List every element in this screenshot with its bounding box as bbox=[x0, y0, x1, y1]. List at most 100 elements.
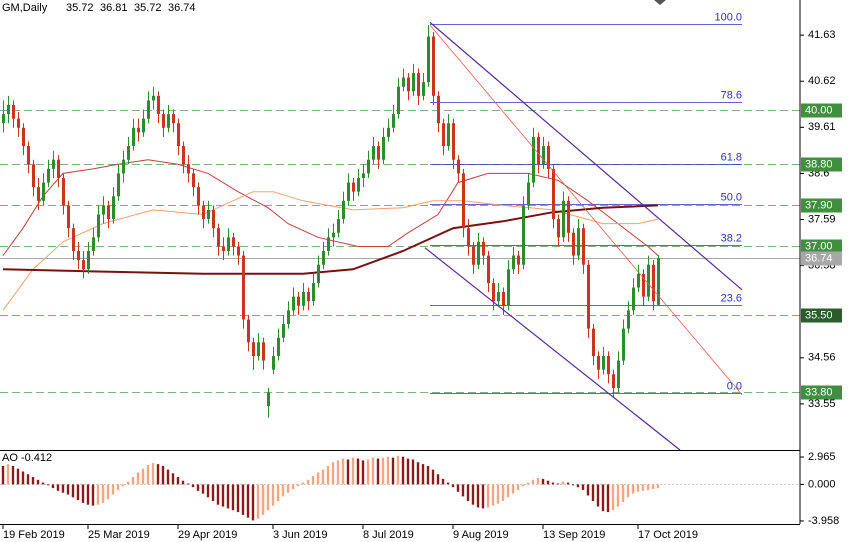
level-label-box bbox=[801, 385, 842, 400]
candle-body bbox=[2, 114, 5, 124]
candle-body bbox=[167, 114, 170, 128]
ao-bar bbox=[266, 484, 270, 511]
ao-bar bbox=[311, 476, 315, 485]
candle-body bbox=[427, 36, 430, 83]
x-tick-label: 3 Jun 2019 bbox=[273, 529, 327, 541]
ao-bar bbox=[116, 484, 120, 490]
candle-body bbox=[307, 292, 310, 302]
ao-bar bbox=[291, 484, 295, 490]
candle-body bbox=[32, 164, 35, 188]
ao-bar bbox=[486, 484, 490, 508]
candle-body bbox=[237, 246, 240, 256]
ao-bar bbox=[296, 484, 300, 487]
fib-label: 0.0 bbox=[727, 380, 742, 392]
candle-body bbox=[252, 342, 255, 356]
ao-bar bbox=[6, 464, 10, 485]
ao-bar bbox=[436, 474, 440, 485]
ao-bar bbox=[71, 484, 75, 498]
ao-bar bbox=[356, 458, 360, 485]
candle-body bbox=[527, 182, 530, 206]
ao-bar bbox=[136, 472, 140, 485]
ao-bar bbox=[46, 484, 50, 486]
y-tick-label: 41.63 bbox=[808, 29, 836, 41]
fib-label: 23.6 bbox=[721, 292, 742, 304]
candle-body bbox=[242, 255, 245, 320]
candle-body bbox=[372, 146, 375, 160]
candle-body bbox=[507, 269, 510, 306]
ao-bar bbox=[321, 469, 325, 485]
ao-bar bbox=[371, 457, 375, 485]
candle-body bbox=[657, 258, 660, 305]
ao-bar bbox=[381, 457, 385, 485]
ao-bar bbox=[61, 484, 65, 493]
level-label: 40.00 bbox=[805, 104, 833, 116]
candle-body bbox=[302, 292, 305, 306]
candle-body bbox=[487, 255, 490, 283]
ao-bar bbox=[31, 477, 35, 485]
ao-bar bbox=[256, 484, 260, 519]
level-label: 37.90 bbox=[805, 199, 833, 211]
ao-bar bbox=[471, 484, 475, 505]
candle-body bbox=[172, 114, 175, 124]
candle-body bbox=[377, 146, 380, 160]
ao-bar bbox=[531, 479, 535, 485]
ao-bar bbox=[581, 484, 585, 490]
ao-bar bbox=[476, 484, 480, 508]
candle-body bbox=[62, 177, 65, 206]
ao-bar bbox=[21, 471, 25, 485]
ao-bar bbox=[466, 484, 470, 502]
candle-body bbox=[457, 159, 460, 174]
ao-bar bbox=[161, 465, 165, 485]
candle-body bbox=[262, 342, 265, 361]
ohlc-close: 36.74 bbox=[168, 2, 196, 14]
candle-body bbox=[52, 159, 55, 169]
candle-body bbox=[187, 164, 190, 174]
candle-body bbox=[102, 205, 105, 215]
candle-body bbox=[522, 205, 525, 265]
candle-body bbox=[547, 146, 550, 169]
candle-body bbox=[27, 146, 30, 165]
trend-line bbox=[424, 247, 681, 451]
x-tick-label: 8 Jul 2019 bbox=[363, 529, 414, 541]
candle-body bbox=[342, 200, 345, 220]
ao-bar bbox=[26, 474, 30, 485]
candle-body bbox=[12, 104, 15, 119]
ao-bar bbox=[91, 484, 95, 506]
x-tick-label: 25 Mar 2019 bbox=[88, 529, 150, 541]
candle-body bbox=[447, 123, 450, 147]
candle-body bbox=[597, 355, 600, 370]
ao-bar bbox=[611, 484, 615, 511]
ao-bar bbox=[641, 484, 645, 491]
ao-bar bbox=[56, 484, 60, 491]
fib-label: 38.2 bbox=[721, 232, 742, 244]
candle-body bbox=[312, 282, 315, 302]
candle-body bbox=[287, 310, 290, 325]
ao-bar bbox=[151, 463, 155, 485]
candle-body bbox=[17, 118, 20, 128]
ao-bar bbox=[66, 484, 70, 495]
ao-bar bbox=[301, 482, 305, 485]
candle-body bbox=[382, 136, 385, 160]
candle-body bbox=[502, 292, 505, 306]
ao-bar bbox=[501, 484, 505, 502]
candle-body bbox=[477, 241, 480, 265]
ao-bar bbox=[251, 484, 255, 521]
ao-bar bbox=[571, 484, 575, 486]
candle-body bbox=[402, 77, 405, 87]
candle-body bbox=[247, 319, 250, 343]
candle-body bbox=[422, 82, 425, 96]
ao-bar bbox=[101, 484, 105, 503]
ao-bar bbox=[391, 457, 395, 485]
ohlc-open: 35.72 bbox=[66, 2, 94, 14]
x-tick-label: 19 Feb 2019 bbox=[3, 529, 65, 541]
level-label: 33.80 bbox=[805, 386, 833, 398]
x-tick-label: 9 Aug 2019 bbox=[453, 529, 509, 541]
ao-bar bbox=[366, 459, 370, 485]
candle-body bbox=[42, 182, 45, 201]
level-label-box bbox=[801, 308, 842, 323]
ao-bar bbox=[51, 484, 55, 489]
ao-bar bbox=[541, 478, 545, 485]
ao-bar bbox=[421, 464, 425, 485]
